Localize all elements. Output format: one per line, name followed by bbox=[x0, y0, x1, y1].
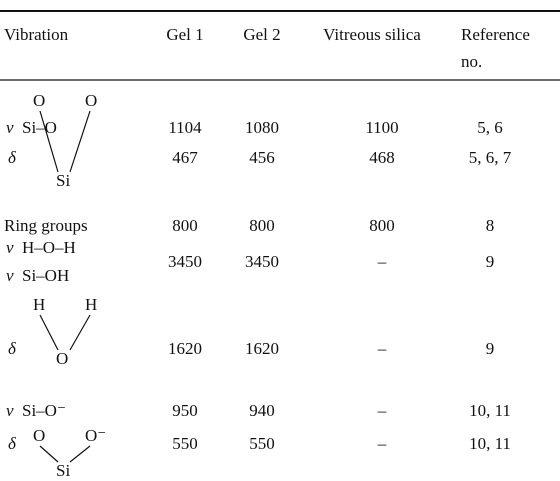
atom: H bbox=[85, 295, 97, 314]
cell: 1620 bbox=[168, 339, 202, 358]
cell: 800 bbox=[369, 216, 395, 235]
atom: O bbox=[33, 91, 45, 110]
header-cell: no. bbox=[461, 52, 482, 71]
vibration-group: Si–O⁻ bbox=[22, 401, 66, 420]
bond bbox=[69, 445, 91, 463]
cell: 10, 11 bbox=[469, 434, 511, 453]
cell: 10, 11 bbox=[469, 401, 511, 420]
cell: 1620 bbox=[245, 339, 279, 358]
atom: Si bbox=[56, 461, 70, 480]
vibration-group: Si–OH bbox=[22, 266, 69, 285]
cell: 5, 6, 7 bbox=[469, 148, 512, 167]
vibration-mode: ν bbox=[6, 401, 14, 420]
cell: 8 bbox=[486, 216, 495, 235]
header-cell: Gel 2 bbox=[243, 25, 280, 44]
atom: O bbox=[33, 426, 45, 445]
cell: – bbox=[377, 434, 387, 453]
cell: 468 bbox=[369, 148, 395, 167]
vibration-mode: ν bbox=[6, 266, 14, 285]
cell: 9 bbox=[486, 252, 495, 271]
header-cell: Gel 1 bbox=[166, 25, 203, 44]
atom: O bbox=[56, 349, 68, 368]
bond bbox=[39, 445, 59, 463]
cell: 467 bbox=[172, 148, 198, 167]
header-cell: Reference bbox=[461, 25, 530, 44]
cell: 800 bbox=[172, 216, 198, 235]
atom: O bbox=[85, 91, 97, 110]
vibration-mode: δ bbox=[8, 339, 17, 358]
bond bbox=[69, 314, 91, 351]
atom: H bbox=[33, 295, 45, 314]
cell: – bbox=[377, 252, 387, 271]
cell: 456 bbox=[249, 148, 275, 167]
cell: 5, 6 bbox=[477, 118, 503, 137]
vibration-mode: δ bbox=[8, 434, 17, 453]
vibration-mode: ν bbox=[6, 118, 14, 137]
atom: O⁻ bbox=[85, 426, 106, 445]
vibration-mode: ν bbox=[6, 238, 14, 257]
cell: 9 bbox=[486, 339, 495, 358]
cell: 1104 bbox=[168, 118, 202, 137]
cell: 3450 bbox=[245, 252, 279, 271]
atom: Si bbox=[56, 171, 70, 190]
vibration-group: Si–O bbox=[22, 118, 57, 137]
cell: 3450 bbox=[168, 252, 202, 271]
bond bbox=[39, 110, 59, 173]
bond bbox=[39, 314, 59, 351]
vibration-mode: δ bbox=[8, 148, 17, 167]
bond bbox=[69, 110, 91, 173]
header-cell: Vibration bbox=[4, 25, 69, 44]
cell: 1100 bbox=[365, 118, 398, 137]
cell: 550 bbox=[172, 434, 198, 453]
cell: 940 bbox=[249, 401, 275, 420]
cell: – bbox=[377, 401, 387, 420]
cell: 1080 bbox=[245, 118, 279, 137]
vibration-group: Ring groups bbox=[4, 216, 88, 235]
header-cell: Vitreous silica bbox=[323, 25, 421, 44]
cell: 550 bbox=[249, 434, 275, 453]
cell: 800 bbox=[249, 216, 275, 235]
cell: 950 bbox=[172, 401, 198, 420]
cell: – bbox=[377, 339, 387, 358]
vibration-group: H–O–H bbox=[22, 238, 76, 257]
